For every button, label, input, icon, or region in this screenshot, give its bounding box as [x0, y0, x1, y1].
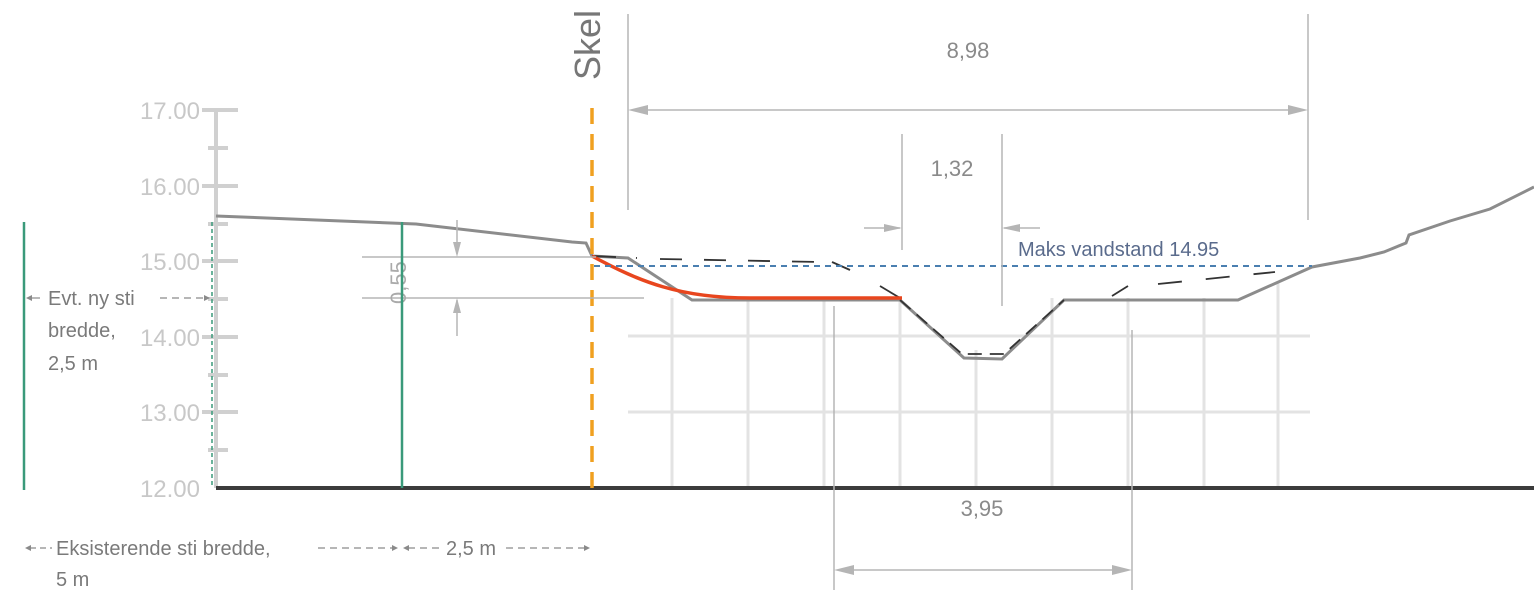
dimension-height-diff-label: 0,55	[386, 261, 411, 304]
y-tick-15: 15.00	[140, 249, 200, 276]
y-tick-12: 12.00	[140, 476, 200, 503]
skel-label: Skel	[567, 10, 608, 80]
y-tick-13: 13.00	[140, 400, 200, 427]
new-path-label-2: bredde,	[48, 320, 116, 342]
y-tick-14: 14.00	[140, 325, 200, 352]
water-level-label: Maks vandstand 14.95	[1018, 239, 1219, 261]
existing-path-label-3: 5 m	[56, 569, 89, 591]
new-path-arrows	[26, 295, 210, 301]
existing-path-label-1: Eksisterende sti bredde,	[56, 538, 271, 560]
y-axis: 17.00 16.00 15.00 14.00 13.00 12.00	[140, 98, 238, 503]
existing-path-label-2: 2,5 m	[446, 538, 496, 560]
dimension-channel-top	[864, 134, 1040, 306]
y-tick-16: 16.00	[140, 174, 200, 201]
new-profile-line	[591, 254, 902, 300]
y-tick-17: 17.00	[140, 98, 200, 125]
dimension-total-width	[627, 14, 1309, 220]
dimension-total-width-label: 8,98	[947, 38, 990, 63]
existing-path-arrows	[25, 545, 590, 551]
dimension-bottom-width-label: 3,95	[961, 496, 1004, 521]
proposed-profile	[591, 255, 1276, 355]
dimension-bottom-width	[833, 306, 1133, 590]
grid	[628, 282, 1310, 488]
dimension-channel-top-label: 1,32	[931, 156, 974, 181]
new-path-label-3: 2,5 m	[48, 353, 98, 375]
terrain-profile	[215, 185, 1534, 361]
new-path-label-1: Evt. ny sti	[48, 288, 135, 310]
